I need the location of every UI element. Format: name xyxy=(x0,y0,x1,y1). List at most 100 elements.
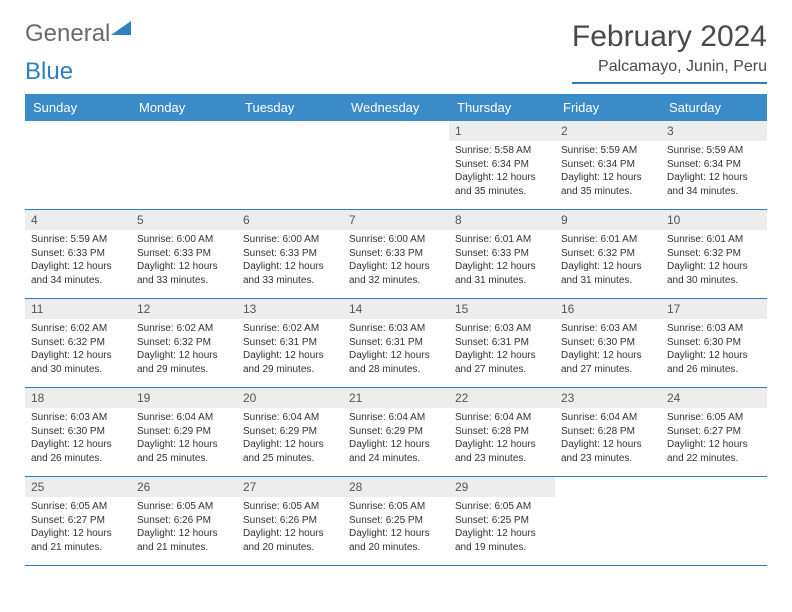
calendar-day: 7Sunrise: 6:00 AMSunset: 6:33 PMDaylight… xyxy=(343,210,449,298)
day-number: 2 xyxy=(555,121,661,141)
day-data: Sunrise: 6:05 AMSunset: 6:26 PMDaylight:… xyxy=(131,497,237,557)
calendar: Sunday Monday Tuesday Wednesday Thursday… xyxy=(25,94,767,566)
day-data: Sunrise: 6:01 AMSunset: 6:32 PMDaylight:… xyxy=(555,230,661,290)
calendar-day: 9Sunrise: 6:01 AMSunset: 6:32 PMDaylight… xyxy=(555,210,661,298)
day-data: Sunrise: 6:00 AMSunset: 6:33 PMDaylight:… xyxy=(131,230,237,290)
day-data: Sunrise: 6:04 AMSunset: 6:28 PMDaylight:… xyxy=(555,408,661,468)
calendar-day: 3Sunrise: 5:59 AMSunset: 6:34 PMDaylight… xyxy=(661,121,767,209)
day-number: 17 xyxy=(661,299,767,319)
day-data: Sunrise: 6:03 AMSunset: 6:31 PMDaylight:… xyxy=(449,319,555,379)
day-data: Sunrise: 6:02 AMSunset: 6:31 PMDaylight:… xyxy=(237,319,343,379)
day-data: Sunrise: 6:02 AMSunset: 6:32 PMDaylight:… xyxy=(131,319,237,379)
calendar-day: 21Sunrise: 6:04 AMSunset: 6:29 PMDayligh… xyxy=(343,388,449,476)
calendar-day: 24Sunrise: 6:05 AMSunset: 6:27 PMDayligh… xyxy=(661,388,767,476)
dayname-mon: Monday xyxy=(131,94,237,121)
calendar-empty xyxy=(237,121,343,209)
calendar-row: 11Sunrise: 6:02 AMSunset: 6:32 PMDayligh… xyxy=(25,299,767,388)
day-number: 8 xyxy=(449,210,555,230)
calendar-empty xyxy=(131,121,237,209)
calendar-day: 20Sunrise: 6:04 AMSunset: 6:29 PMDayligh… xyxy=(237,388,343,476)
calendar-day: 6Sunrise: 6:00 AMSunset: 6:33 PMDaylight… xyxy=(237,210,343,298)
logo-text-a: General xyxy=(25,20,110,48)
dayname-sat: Saturday xyxy=(661,94,767,121)
calendar-day: 27Sunrise: 6:05 AMSunset: 6:26 PMDayligh… xyxy=(237,477,343,565)
day-number: 9 xyxy=(555,210,661,230)
dayname-wed: Wednesday xyxy=(343,94,449,121)
calendar-day: 14Sunrise: 6:03 AMSunset: 6:31 PMDayligh… xyxy=(343,299,449,387)
day-number: 23 xyxy=(555,388,661,408)
day-number: 13 xyxy=(237,299,343,319)
day-data: Sunrise: 5:58 AMSunset: 6:34 PMDaylight:… xyxy=(449,141,555,201)
day-data: Sunrise: 6:01 AMSunset: 6:32 PMDaylight:… xyxy=(661,230,767,290)
day-data: Sunrise: 6:04 AMSunset: 6:29 PMDaylight:… xyxy=(343,408,449,468)
day-number: 14 xyxy=(343,299,449,319)
day-number: 12 xyxy=(131,299,237,319)
day-data: Sunrise: 6:03 AMSunset: 6:30 PMDaylight:… xyxy=(25,408,131,468)
day-data: Sunrise: 6:00 AMSunset: 6:33 PMDaylight:… xyxy=(343,230,449,290)
calendar-day: 4Sunrise: 5:59 AMSunset: 6:33 PMDaylight… xyxy=(25,210,131,298)
day-number: 20 xyxy=(237,388,343,408)
day-data: Sunrise: 5:59 AMSunset: 6:34 PMDaylight:… xyxy=(661,141,767,201)
dayname-thu: Thursday xyxy=(449,94,555,121)
day-data: Sunrise: 6:05 AMSunset: 6:25 PMDaylight:… xyxy=(449,497,555,557)
day-data: Sunrise: 6:00 AMSunset: 6:33 PMDaylight:… xyxy=(237,230,343,290)
calendar-day: 17Sunrise: 6:03 AMSunset: 6:30 PMDayligh… xyxy=(661,299,767,387)
calendar-body: 1Sunrise: 5:58 AMSunset: 6:34 PMDaylight… xyxy=(25,121,767,566)
logo-text-b: Blue xyxy=(25,58,767,86)
day-number: 4 xyxy=(25,210,131,230)
day-data: Sunrise: 6:05 AMSunset: 6:25 PMDaylight:… xyxy=(343,497,449,557)
dayname-tue: Tuesday xyxy=(237,94,343,121)
day-data: Sunrise: 6:05 AMSunset: 6:27 PMDaylight:… xyxy=(25,497,131,557)
day-number: 1 xyxy=(449,121,555,141)
month-title: February 2024 xyxy=(572,20,767,54)
calendar-day: 2Sunrise: 5:59 AMSunset: 6:34 PMDaylight… xyxy=(555,121,661,209)
calendar-day: 1Sunrise: 5:58 AMSunset: 6:34 PMDaylight… xyxy=(449,121,555,209)
day-data: Sunrise: 6:04 AMSunset: 6:29 PMDaylight:… xyxy=(237,408,343,468)
day-number: 19 xyxy=(131,388,237,408)
calendar-day: 12Sunrise: 6:02 AMSunset: 6:32 PMDayligh… xyxy=(131,299,237,387)
day-number: 3 xyxy=(661,121,767,141)
day-number: 25 xyxy=(25,477,131,497)
calendar-empty xyxy=(343,121,449,209)
calendar-row: 18Sunrise: 6:03 AMSunset: 6:30 PMDayligh… xyxy=(25,388,767,477)
calendar-day: 5Sunrise: 6:00 AMSunset: 6:33 PMDaylight… xyxy=(131,210,237,298)
dayname-fri: Friday xyxy=(555,94,661,121)
calendar-row: 25Sunrise: 6:05 AMSunset: 6:27 PMDayligh… xyxy=(25,477,767,566)
calendar-header-row: Sunday Monday Tuesday Wednesday Thursday… xyxy=(25,94,767,121)
logo-triangle-icon xyxy=(111,18,131,46)
calendar-empty xyxy=(661,477,767,565)
day-number: 16 xyxy=(555,299,661,319)
day-data: Sunrise: 6:02 AMSunset: 6:32 PMDaylight:… xyxy=(25,319,131,379)
calendar-day: 26Sunrise: 6:05 AMSunset: 6:26 PMDayligh… xyxy=(131,477,237,565)
day-data: Sunrise: 6:03 AMSunset: 6:30 PMDaylight:… xyxy=(555,319,661,379)
calendar-empty xyxy=(25,121,131,209)
day-data: Sunrise: 6:04 AMSunset: 6:28 PMDaylight:… xyxy=(449,408,555,468)
calendar-row: 1Sunrise: 5:58 AMSunset: 6:34 PMDaylight… xyxy=(25,121,767,210)
day-number: 5 xyxy=(131,210,237,230)
calendar-day: 10Sunrise: 6:01 AMSunset: 6:32 PMDayligh… xyxy=(661,210,767,298)
calendar-day: 23Sunrise: 6:04 AMSunset: 6:28 PMDayligh… xyxy=(555,388,661,476)
calendar-day: 25Sunrise: 6:05 AMSunset: 6:27 PMDayligh… xyxy=(25,477,131,565)
day-data: Sunrise: 5:59 AMSunset: 6:34 PMDaylight:… xyxy=(555,141,661,201)
day-number: 24 xyxy=(661,388,767,408)
day-number: 28 xyxy=(343,477,449,497)
calendar-day: 18Sunrise: 6:03 AMSunset: 6:30 PMDayligh… xyxy=(25,388,131,476)
day-number: 15 xyxy=(449,299,555,319)
day-data: Sunrise: 6:01 AMSunset: 6:33 PMDaylight:… xyxy=(449,230,555,290)
day-data: Sunrise: 6:05 AMSunset: 6:27 PMDaylight:… xyxy=(661,408,767,468)
day-data: Sunrise: 6:03 AMSunset: 6:31 PMDaylight:… xyxy=(343,319,449,379)
calendar-day: 11Sunrise: 6:02 AMSunset: 6:32 PMDayligh… xyxy=(25,299,131,387)
day-number: 21 xyxy=(343,388,449,408)
day-number: 18 xyxy=(25,388,131,408)
day-number: 26 xyxy=(131,477,237,497)
day-number: 10 xyxy=(661,210,767,230)
logo: General xyxy=(25,20,131,48)
day-data: Sunrise: 6:04 AMSunset: 6:29 PMDaylight:… xyxy=(131,408,237,468)
calendar-day: 22Sunrise: 6:04 AMSunset: 6:28 PMDayligh… xyxy=(449,388,555,476)
calendar-empty xyxy=(555,477,661,565)
day-number: 22 xyxy=(449,388,555,408)
calendar-row: 4Sunrise: 5:59 AMSunset: 6:33 PMDaylight… xyxy=(25,210,767,299)
calendar-day: 19Sunrise: 6:04 AMSunset: 6:29 PMDayligh… xyxy=(131,388,237,476)
calendar-day: 13Sunrise: 6:02 AMSunset: 6:31 PMDayligh… xyxy=(237,299,343,387)
day-number: 11 xyxy=(25,299,131,319)
